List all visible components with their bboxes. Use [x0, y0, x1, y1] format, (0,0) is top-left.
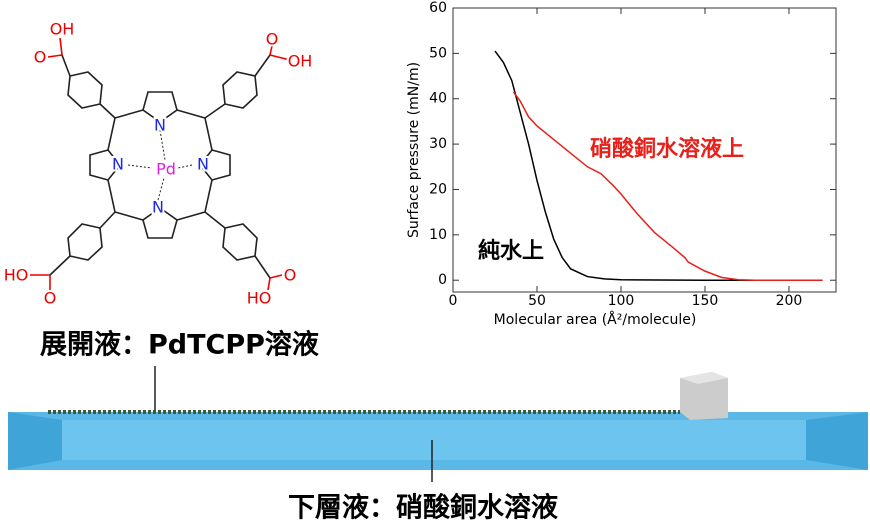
- series-line: [494, 50, 823, 281]
- plot-frame: [452, 7, 837, 293]
- atom-label: HO: [4, 266, 29, 285]
- atom-label: O: [266, 30, 279, 49]
- subphase-label: 下層液：硝酸銅水溶液: [288, 492, 558, 524]
- spreading-solution-label: 展開液：PdTCPP溶液: [40, 329, 319, 361]
- atom-label: N: [197, 155, 209, 174]
- atom-label: OH: [288, 52, 313, 71]
- series-label: 純水上: [478, 238, 544, 264]
- atom-label: O: [44, 289, 57, 308]
- atom-label: O: [284, 266, 297, 285]
- atom-label: OH: [50, 20, 75, 39]
- series-label: 硝酸銅水溶液上: [590, 136, 744, 162]
- y-tick-label: 60: [429, 0, 447, 16]
- series-line: [512, 91, 823, 281]
- y-tick-label: 0: [438, 272, 447, 288]
- x-tick-label: 100: [608, 293, 635, 309]
- atom-label: N: [154, 116, 166, 135]
- y-tick-label: 10: [429, 227, 447, 243]
- x-tick-label: 50: [528, 293, 546, 309]
- trough: [8, 366, 868, 482]
- atom-label: Pd: [156, 160, 176, 179]
- y-tick-label: 50: [429, 45, 447, 61]
- y-tick-label: 20: [429, 181, 447, 197]
- x-axis-label: Molecular area (Å²/molecule): [494, 311, 697, 328]
- atom-label: N: [112, 155, 124, 174]
- y-tick-label: 30: [429, 136, 447, 152]
- x-tick-label: 200: [776, 293, 803, 309]
- x-tick-label: 0: [449, 293, 458, 309]
- y-axis-label: Surface pressure (mN/m): [406, 62, 422, 238]
- atom-label: N: [152, 198, 164, 217]
- x-tick-label: 150: [692, 293, 719, 309]
- molecule-structure: [30, 37, 291, 291]
- isotherm-chart: 0 10 20 30 40 50 60 0 50 100 150 200 純水上 硝酸銅水溶液上: [429, 0, 836, 309]
- y-tick-label: 40: [429, 91, 447, 107]
- atom-label: HO: [247, 289, 272, 308]
- atom-label: O: [34, 48, 47, 67]
